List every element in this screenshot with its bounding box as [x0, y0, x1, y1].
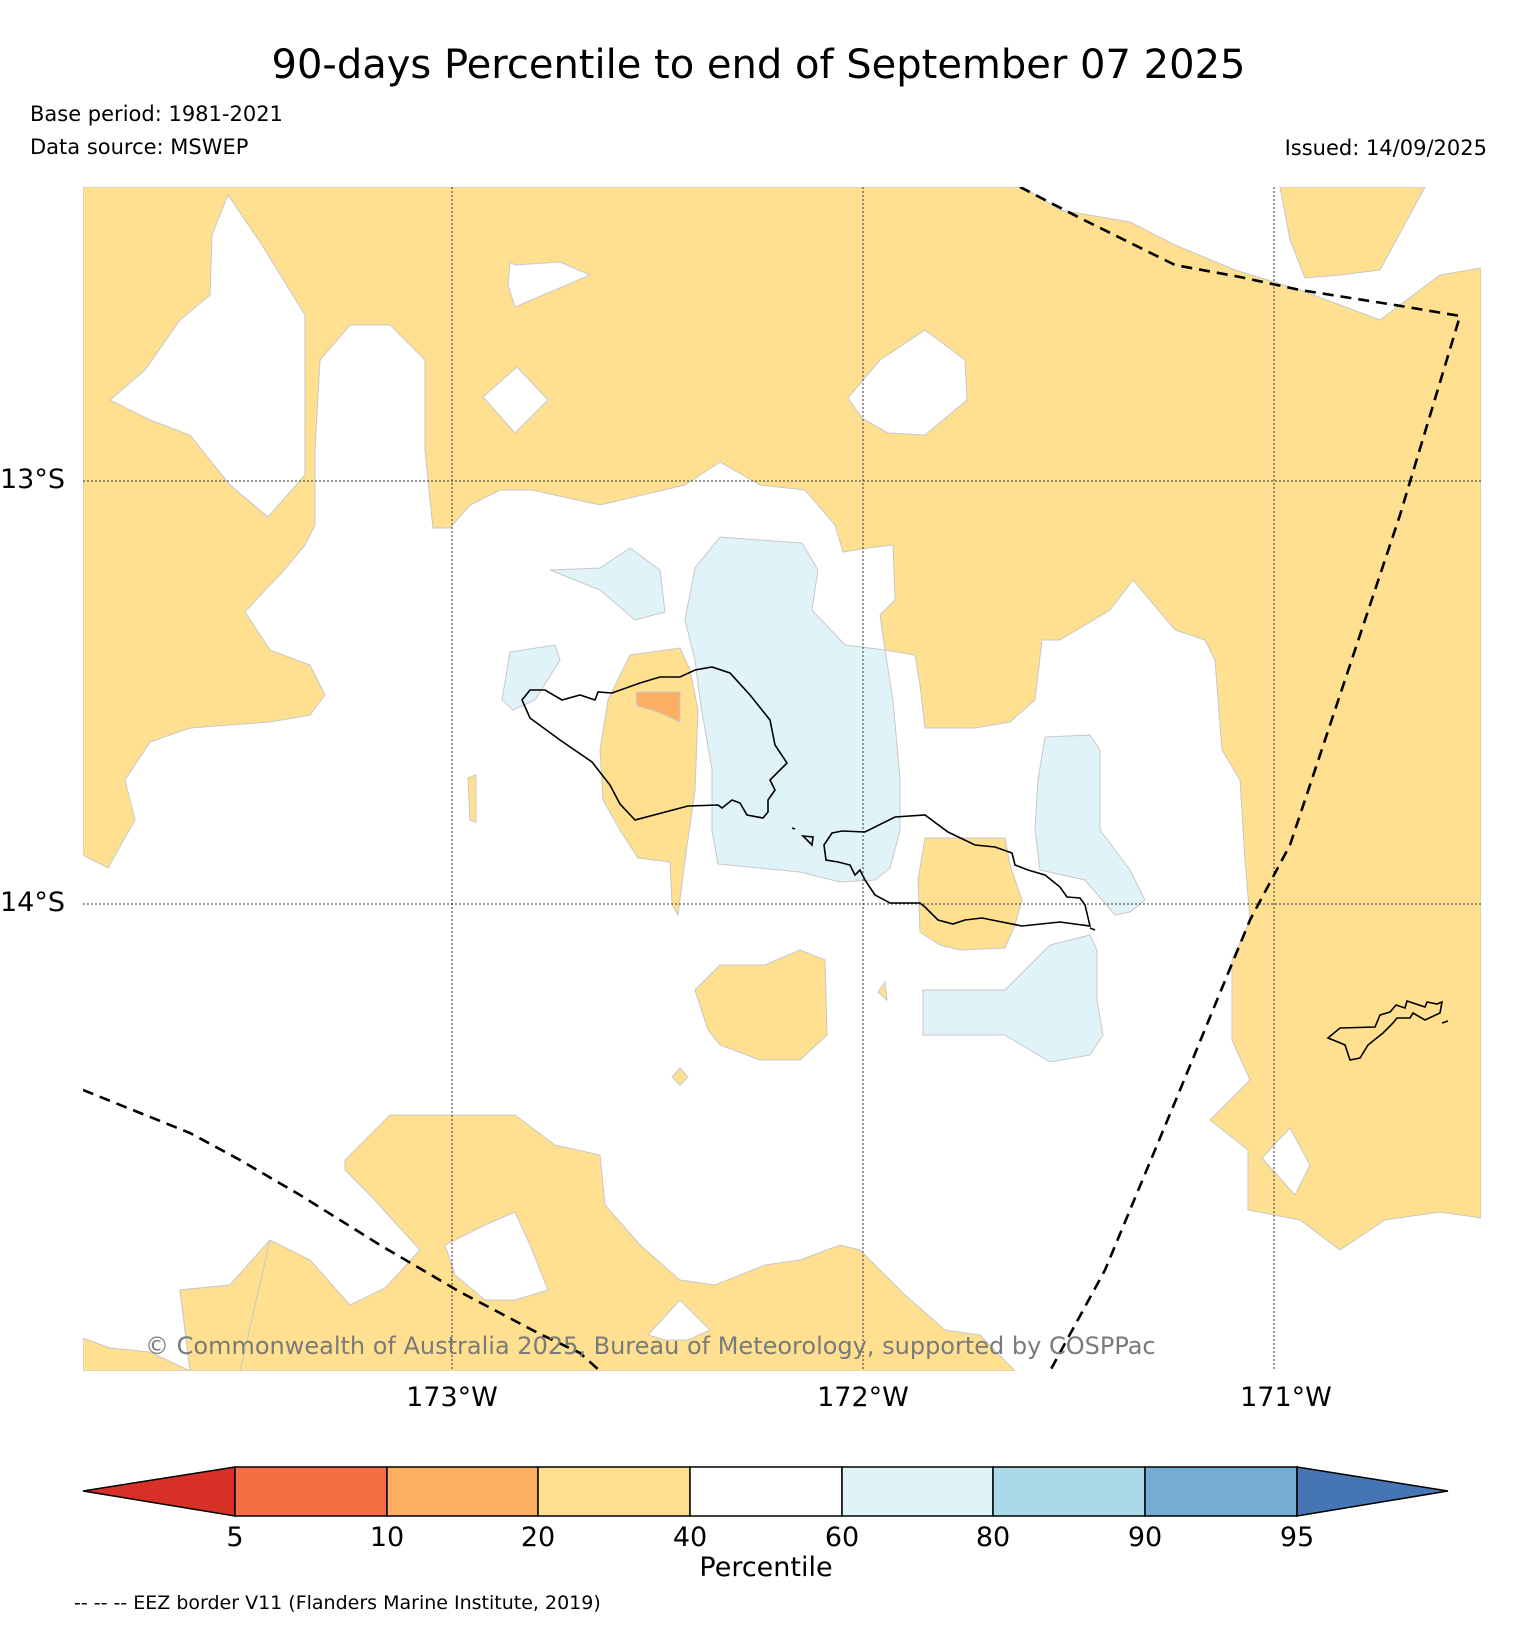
- copyright-text: © Commonwealth of Australia 2025, Bureau…: [145, 1332, 1156, 1360]
- islet-a: [800, 834, 814, 847]
- colorbar-tick-80: 80: [976, 1522, 1010, 1553]
- coastlines: [521, 666, 1449, 1061]
- colorbar-tick-10: 10: [370, 1522, 404, 1553]
- colorbar-tick-20: 20: [521, 1522, 555, 1553]
- region-20-40-south-band: [83, 1114, 1016, 1371]
- lon-label-172w: 172°W: [817, 1382, 909, 1413]
- region-60-80-small-left: [501, 644, 561, 711]
- region-white-hole-southeast: [1261, 1127, 1311, 1196]
- islet-d: [1441, 1020, 1449, 1024]
- colorbar-segment-40-60: [689, 1466, 843, 1517]
- graticule: [83, 187, 1481, 1371]
- colorbar: [82, 1466, 1449, 1517]
- colorbar-tick-90: 90: [1128, 1522, 1162, 1553]
- lon-label-173w: 173°W: [406, 1382, 498, 1413]
- colorbar-title: Percentile: [699, 1552, 832, 1583]
- map-area: © Commonwealth of Australia 2025, Bureau…: [83, 187, 1481, 1371]
- region-20-40-tiny-a: [877, 980, 888, 1002]
- lat-label-14s: 14°S: [0, 887, 65, 918]
- region-20-40-sliver: [467, 774, 477, 823]
- eez-border: [83, 187, 1462, 1371]
- colorbar-segment-10-20: [386, 1466, 539, 1517]
- colorbar-segment-below-5: [82, 1466, 236, 1517]
- data-source-text: Data source: MSWEP: [30, 135, 249, 159]
- map-title: 90-days Percentile to end of September 0…: [271, 42, 1246, 88]
- region-60-80-east: [1034, 734, 1146, 916]
- colorbar-segment-90-95: [1144, 1466, 1298, 1517]
- region-20-40-north: [83, 187, 1481, 1251]
- colorbar-segment-80-90: [992, 1466, 1146, 1517]
- region-60-80-small-west: [549, 547, 666, 621]
- colorbar-tick-95: 95: [1280, 1522, 1314, 1553]
- colorbar-tick-5: 5: [226, 1522, 243, 1553]
- colorbar-tick-60: 60: [825, 1522, 859, 1553]
- region-20-40-south-blob: [694, 949, 828, 1061]
- base-period-text: Base period: 1981-2021: [30, 102, 283, 126]
- eez-border-southwest: [83, 1088, 601, 1371]
- region-below-20: [635, 691, 681, 723]
- tutuila-coastline: [1326, 999, 1444, 1061]
- colorbar-segment-above-95: [1296, 1466, 1449, 1517]
- region-60-80-central: [684, 536, 901, 883]
- region-60-80-southeast: [922, 934, 1104, 1063]
- eez-border-north: [1019, 187, 1462, 1371]
- colorbar-tick-40: 40: [673, 1522, 707, 1553]
- islet-b: [791, 827, 796, 830]
- issued-date-text: Issued: 14/09/2025: [1284, 136, 1487, 160]
- colorbar-segment-60-80: [841, 1466, 994, 1517]
- region-20-40-south-strip: [179, 1239, 271, 1371]
- colorbar-segment-20-40: [537, 1466, 691, 1517]
- colorbar-segment-5-10: [234, 1466, 388, 1517]
- upolu-coastline: [823, 814, 1092, 927]
- islet-c: [1089, 927, 1096, 931]
- lon-label-171w: 171°W: [1240, 1382, 1332, 1413]
- region-20-40-tiny-b: [671, 1067, 689, 1086]
- colorbar-ticks: 5 10 20 40 60 80 90 95: [226, 1522, 1314, 1553]
- lat-label-13s: 13°S: [0, 464, 65, 495]
- savaii-coastline: [521, 666, 789, 821]
- region-20-40-upolu: [917, 837, 1023, 951]
- eez-border-note: -- -- -- EEZ border V11 (Flanders Marine…: [74, 1592, 601, 1614]
